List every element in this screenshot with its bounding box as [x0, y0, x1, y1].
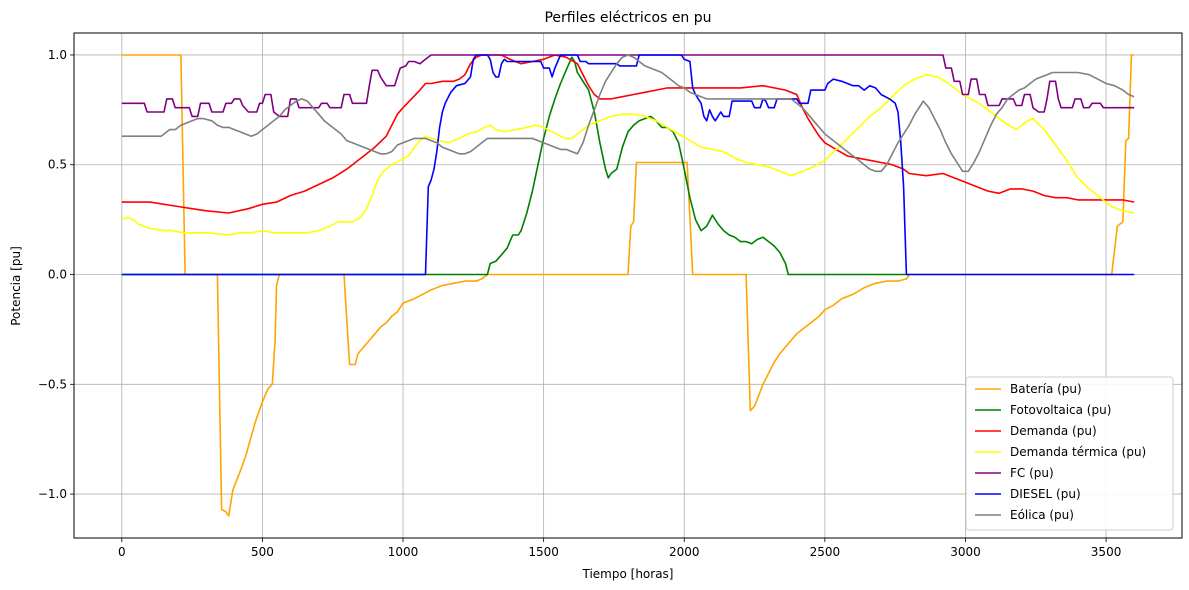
y-axis-ticks: −1.0 −0.5 0.0 0.5 1.0: [38, 48, 74, 501]
series-line-4: [121, 54, 1135, 118]
y-tick-label: 1.0: [48, 48, 67, 62]
x-tick-label: 3500: [1091, 545, 1122, 559]
x-axis-label: Tiempo [horas]: [582, 567, 674, 581]
legend-label-4: FC (pu): [1010, 466, 1054, 480]
series-line-6: [121, 54, 1135, 173]
series-line-5: [121, 54, 1135, 276]
x-tick-label: 500: [251, 545, 274, 559]
y-tick-label: −0.5: [38, 377, 67, 391]
x-tick-label: 1000: [388, 545, 419, 559]
legend-label-3: Demanda térmica (pu): [1010, 445, 1146, 459]
axes-frame: [73, 32, 1183, 539]
legend-label-6: Eólica (pu): [1010, 508, 1074, 522]
series-line-2: [121, 54, 1135, 214]
y-tick-label: −1.0: [38, 487, 67, 501]
legend-label-2: Demanda (pu): [1010, 424, 1097, 438]
y-tick-label: 0.5: [48, 158, 67, 172]
x-tick-label: 3000: [950, 545, 981, 559]
x-axis-ticks: 0 500 1000 1500 2000 2500 3000 3500: [118, 538, 1121, 559]
legend-label-1: Fotovoltaica (pu): [1010, 403, 1111, 417]
series-line-1: [121, 56, 910, 276]
plot-area: [121, 54, 1135, 517]
legend-label-0: Batería (pu): [1010, 382, 1082, 396]
legend-items: Batería (pu) Fotovoltaica (pu) Demanda (pu…: [975, 382, 1146, 522]
x-tick-label: 1500: [528, 545, 559, 559]
x-tick-label: 2000: [669, 545, 700, 559]
legend-box: [965, 376, 1174, 531]
legend-label-5: DIESEL (pu): [1010, 487, 1081, 501]
chart-title: Perfiles eléctricos en pu: [544, 10, 711, 26]
x-tick-label: 0: [118, 545, 126, 559]
x-tick-label: 2500: [810, 545, 841, 559]
y-tick-label: 0.0: [48, 268, 67, 282]
series-line-0: [121, 54, 1135, 517]
y-axis-label: Potencia [pu]: [9, 246, 23, 326]
legend: Batería (pu) Fotovoltaica (pu) Demanda (pu…: [965, 376, 1174, 531]
series-line-3: [121, 73, 1135, 236]
